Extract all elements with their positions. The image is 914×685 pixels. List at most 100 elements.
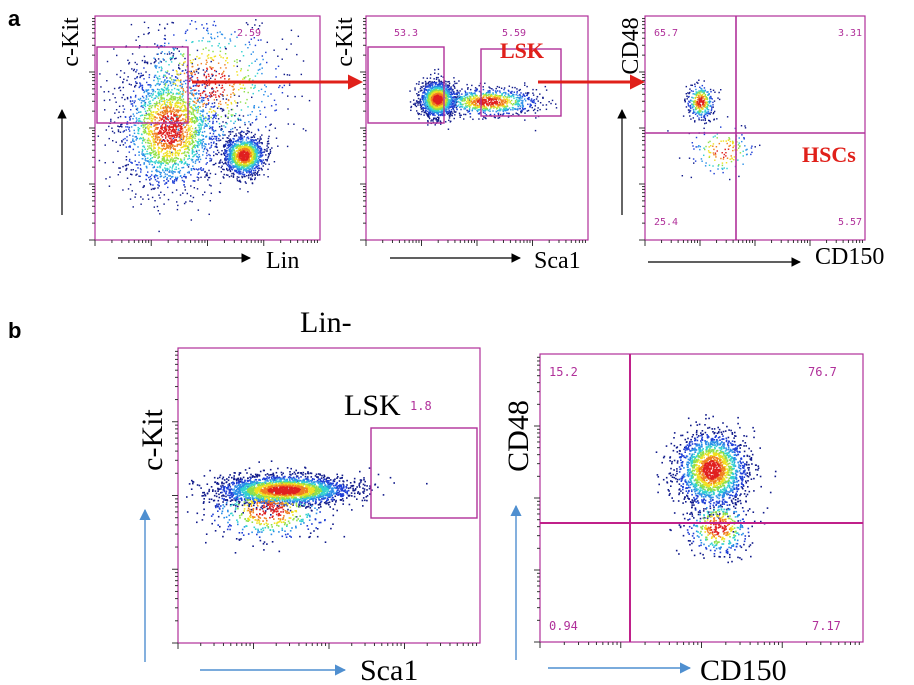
scatter-dot <box>173 98 175 101</box>
scatter-dot <box>244 175 246 178</box>
scatter-dot <box>246 144 249 146</box>
scatter-dot <box>434 117 436 119</box>
scatter-dot <box>201 147 204 149</box>
scatter-dot <box>182 89 185 92</box>
scatter-dot <box>233 149 236 152</box>
scatter-dot <box>228 168 231 171</box>
scatter-dot <box>417 101 420 103</box>
scatter-dot <box>165 153 168 156</box>
scatter-dot <box>526 110 529 112</box>
scatter-dot <box>221 165 223 167</box>
scatter-dot <box>196 176 199 178</box>
scatter-dot <box>164 164 167 167</box>
scatter-dot <box>214 55 217 57</box>
scatter-dot <box>183 180 185 182</box>
scatter-dot <box>183 109 185 111</box>
scatter-dot <box>161 128 163 130</box>
scatter-dot <box>163 156 165 159</box>
scatter-dot <box>157 29 160 31</box>
scatter-dot <box>143 119 145 121</box>
scatter-dot <box>200 119 202 121</box>
scatter-dot <box>207 98 209 100</box>
scatter-dot <box>228 75 230 77</box>
scatter-dot <box>154 84 157 87</box>
scatter-dot <box>164 110 166 113</box>
scatter-dot <box>245 169 247 171</box>
scatter-dot <box>188 133 191 135</box>
scatter-dot <box>226 167 228 170</box>
scatter-dot <box>156 113 159 115</box>
scatter-dot <box>143 154 145 156</box>
scatter-dot <box>198 128 201 130</box>
scatter-dot <box>171 191 174 194</box>
scatter-dot <box>167 93 169 96</box>
scatter-dot <box>221 110 224 112</box>
scatter-dot <box>246 154 248 157</box>
scatter-dot <box>182 110 185 113</box>
scatter-dot <box>164 34 166 37</box>
scatter-dot <box>157 156 160 159</box>
scatter-dot <box>201 124 204 126</box>
scatter-dot <box>187 128 189 130</box>
scatter-dot <box>174 98 176 101</box>
scatter-dot <box>440 123 442 125</box>
scatter-dot <box>178 89 180 91</box>
scatter-dot <box>169 166 171 168</box>
scatter-dot <box>176 133 179 135</box>
scatter-dot <box>453 80 456 83</box>
scatter-dot <box>239 87 242 89</box>
scatter-dot <box>215 70 218 73</box>
scatter-dot <box>145 71 147 73</box>
scatter-dot <box>264 106 266 109</box>
scatter-dot <box>182 92 184 94</box>
scatter-dot <box>209 200 212 202</box>
scatter-dot <box>166 145 169 147</box>
scatter-dot <box>161 111 163 113</box>
scatter-dot <box>255 160 257 162</box>
scatter-dot <box>177 111 179 114</box>
scatter-dot <box>154 144 156 146</box>
scatter-dot <box>174 163 177 165</box>
scatter-dot <box>188 172 190 174</box>
scatter-dot <box>164 140 166 143</box>
scatter-dot <box>203 130 206 133</box>
scatter-dot <box>266 160 268 162</box>
scatter-dot <box>267 176 269 178</box>
scatter-dot <box>185 129 188 131</box>
scatter-dot <box>243 173 246 176</box>
scatter-dot <box>468 92 471 94</box>
scatter-dot <box>182 94 184 97</box>
scatter-dot <box>244 169 246 171</box>
scatter-dot <box>240 135 242 137</box>
scatter-dot <box>142 100 144 102</box>
scatter-dot <box>155 102 157 105</box>
scatter-dot <box>156 123 158 125</box>
scatter-dot <box>237 159 239 161</box>
scatter-dot <box>251 122 254 124</box>
scatter-dot <box>188 163 190 166</box>
scatter-dot <box>207 57 209 59</box>
scatter-dot <box>145 165 148 168</box>
scatter-dot <box>224 53 227 55</box>
scatter-dot <box>231 115 233 118</box>
scatter-dot <box>251 164 253 166</box>
scatter-dot <box>211 135 213 138</box>
scatter-dot <box>237 145 239 148</box>
scatter-dot <box>262 151 264 153</box>
scatter-dot <box>228 156 231 158</box>
scatter-dot <box>450 109 453 111</box>
scatter-dot <box>160 52 162 55</box>
scatter-dot <box>236 71 238 73</box>
scatter-dot <box>454 114 456 116</box>
scatter-dot <box>264 163 267 165</box>
scatter-dot <box>267 95 269 97</box>
scatter-dot <box>238 180 240 182</box>
scatter-dot <box>193 122 196 125</box>
scatter-dot <box>143 108 146 110</box>
scatter-dot <box>158 151 160 153</box>
scatter-dot <box>456 82 458 85</box>
scatter-dot <box>231 157 233 160</box>
scatter-dot <box>158 184 160 187</box>
scatter-dot <box>195 84 197 87</box>
scatter-dot <box>170 119 173 122</box>
